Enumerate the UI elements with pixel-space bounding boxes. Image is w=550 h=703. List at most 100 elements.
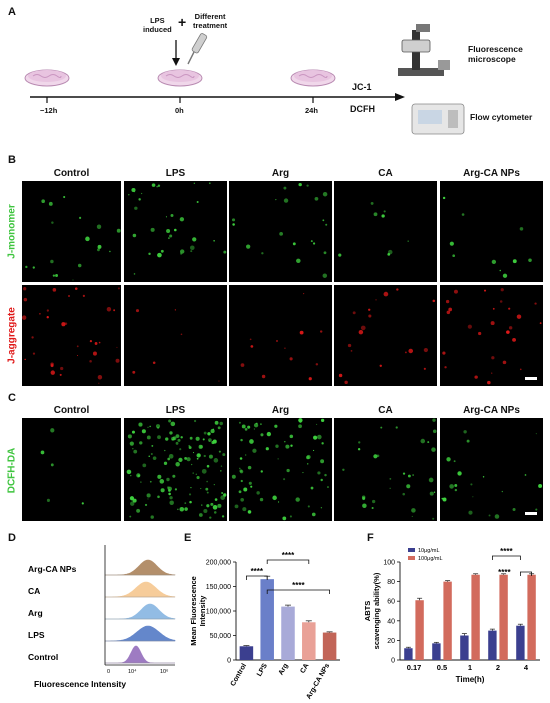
f-ytick-label: 100 [383,560,395,567]
cell-spot [322,273,328,278]
e-ylabel-line2: Intensity [198,595,207,627]
cell-spot [213,458,219,463]
cell-spot [402,492,406,496]
cell-spot [373,212,378,217]
cell-spot [160,249,164,253]
cell-spot [360,325,366,331]
cell-spot [50,428,55,433]
cell-spot [157,495,160,499]
cell-spot [342,468,345,471]
cell-spot [128,194,130,196]
cell-spot [253,428,255,430]
cell-spot [508,307,511,310]
f-bar-s1-2 [471,574,480,660]
cell-spot [175,434,180,439]
micrograph-b-monomer-ca [334,181,437,282]
cell-spot [68,295,70,297]
f-ylabel-line2: scavenging ability(%) [372,572,381,649]
cell-spot [245,454,247,456]
cell-spot [500,288,504,292]
flow-cytometer-label: Flow cytometer [470,112,533,122]
cell-spot [82,294,85,298]
cell-spot [168,453,174,459]
micrograph-b-monomer-arg-ca [440,181,543,282]
micrograph-b-monomer-lps [124,181,227,282]
cell-spot [157,474,162,479]
d-tick-1: 10⁴ [128,668,137,675]
cell-spot [261,374,266,379]
cell-spot [32,352,36,355]
cell-spot [150,227,155,232]
column-header-control: Control [53,168,90,179]
cell-spot [472,496,474,498]
cell-spot [470,483,473,486]
cell-spot [132,370,136,374]
micrograph-c-arg [229,418,332,521]
f-legend-swatch-0 [408,548,415,552]
timeline-label-minus12h: −12h [40,106,58,115]
cell-spot [208,438,212,442]
d-tick-0: 0 [107,669,110,675]
micrograph-b-monomer-control [22,181,121,282]
f-ytick-label: 20 [387,638,395,645]
cell-spot [146,493,151,498]
cell-spot [306,184,309,187]
cell-spot [317,471,321,475]
scale-bar [525,377,537,380]
cell-spot [150,515,154,519]
panel-label-e: E [184,532,192,544]
cell-spot [210,429,215,434]
cell-spot [212,504,218,510]
column-header-arg-ca-nps: Arg-CA NPs [463,168,520,179]
cell-spot [445,299,450,304]
cell-spot [109,250,111,253]
f-bar-s0-4 [516,625,525,660]
cell-spot [98,382,100,384]
cell-spot [432,418,436,422]
cell-spot [198,444,203,449]
cell-spot [442,196,446,200]
cell-spot [240,479,243,483]
timeline-label-0h: 0h [175,106,184,115]
lps-induced-label: LPS induced [143,16,172,34]
cell-spot [163,461,168,465]
cell-spot [117,287,120,290]
cell-spot [508,326,513,330]
cell-spot [261,252,264,255]
cell-spot [61,322,66,327]
cell-spot [147,426,149,428]
cell-spot [289,515,292,518]
e-category-label-1: LPS [256,662,269,678]
cell-spot [312,449,315,452]
cell-spot [219,421,223,426]
cell-spot [323,251,327,255]
e-ytick-label: 0 [227,658,231,665]
cell-spot [134,206,138,210]
cell-spot [196,201,199,203]
cell-spot [247,465,252,470]
cell-spot [189,500,192,504]
cell-spot [231,218,236,222]
cell-spot [432,299,436,303]
cell-spot [188,446,192,450]
e-ytick-label: 150,000 [206,584,231,591]
cell-spot [357,448,361,451]
cell-spot [135,309,140,313]
cell-spot [310,240,313,243]
cell-spot [260,470,263,473]
cell-spot [491,356,495,360]
e-bar-2 [281,606,295,660]
cell-spot [284,347,286,349]
cell-spot [217,426,221,430]
cell-spot [535,508,538,511]
cell-spot [155,424,161,429]
e-bar-3 [302,622,316,660]
cell-spot [148,455,151,457]
cell-spot [449,241,454,246]
cell-spot [502,360,507,365]
cell-spot [313,435,318,440]
cell-spot [213,239,215,242]
cell-spot [151,444,154,447]
cell-spot [404,351,407,354]
cell-spot [23,297,28,302]
